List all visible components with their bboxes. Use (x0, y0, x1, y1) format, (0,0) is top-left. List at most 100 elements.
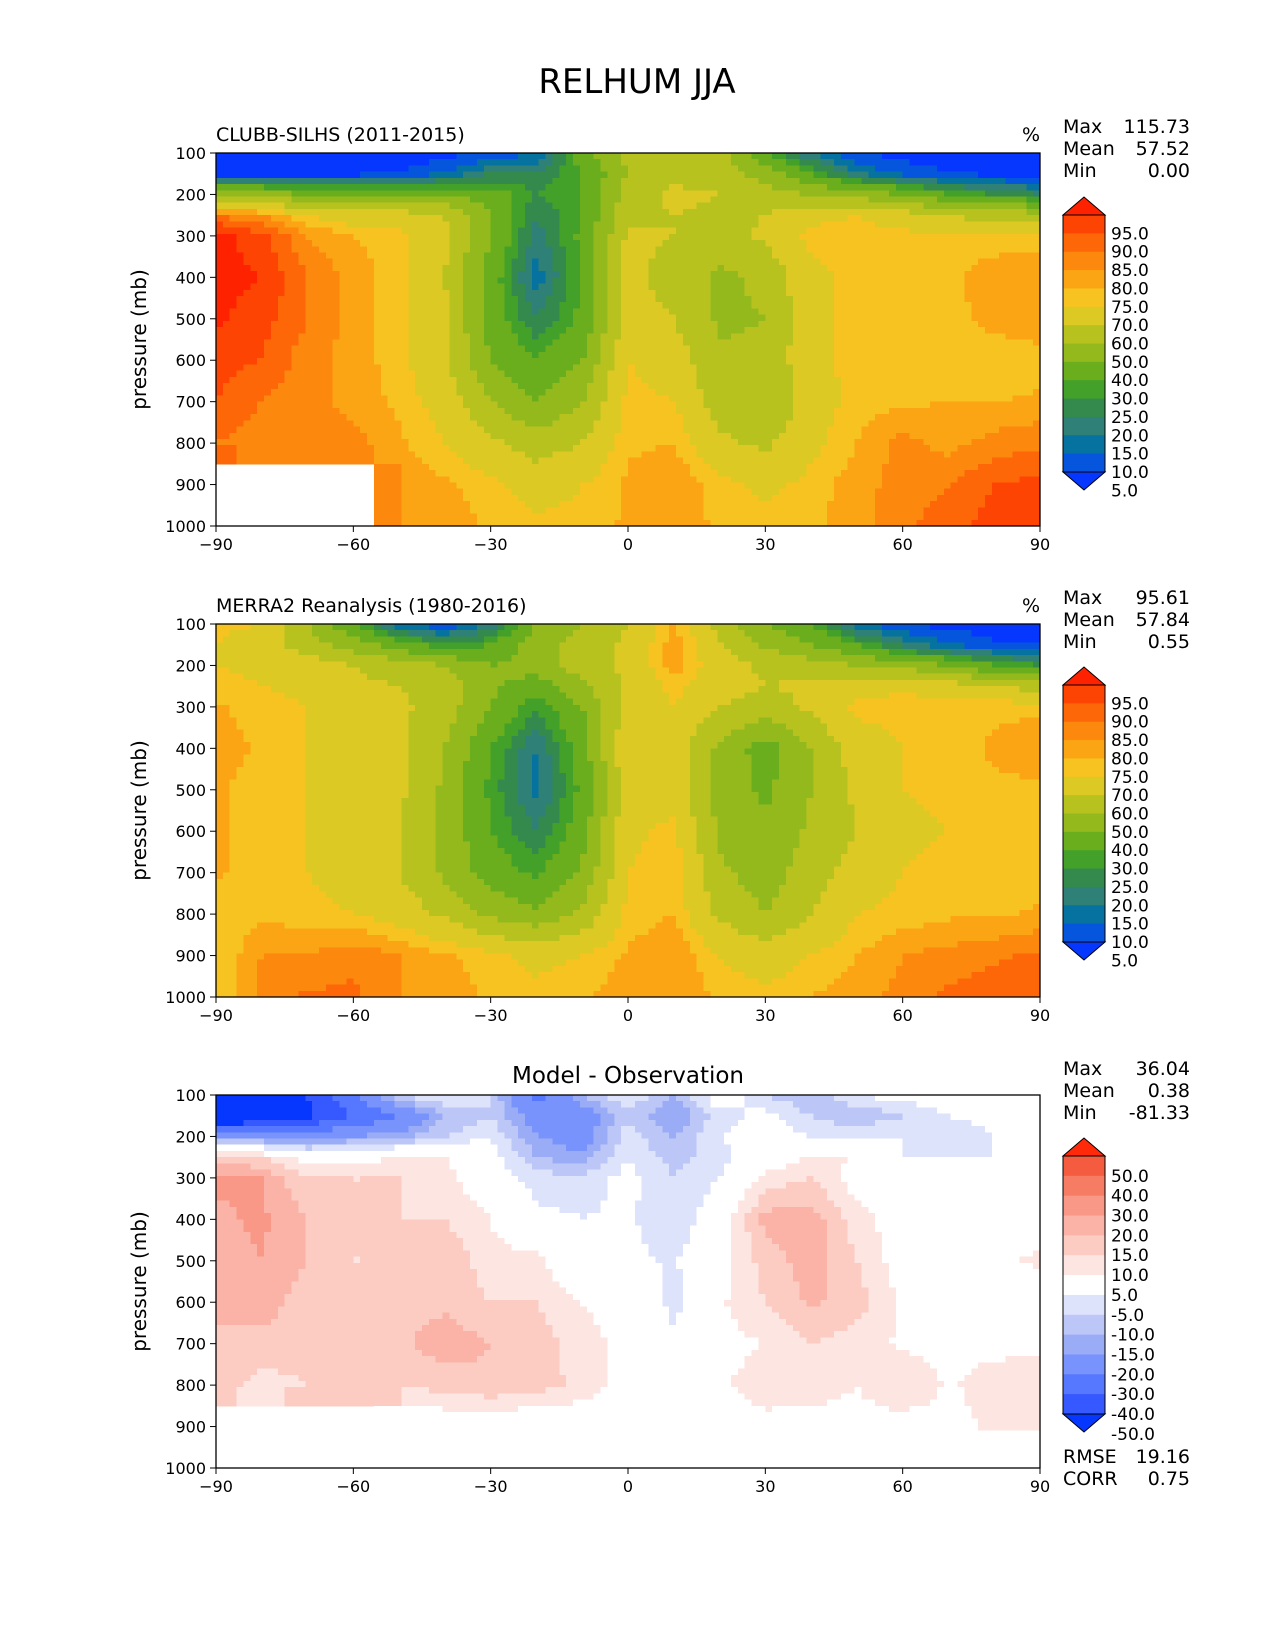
contour-cell (799, 277, 808, 285)
contour-cell (827, 283, 835, 291)
contour-cell (888, 277, 897, 285)
contour-cell (655, 215, 663, 222)
contour-cell (264, 314, 272, 322)
contour-cell (861, 289, 869, 297)
contour-cell (216, 159, 224, 167)
contour-cell (724, 302, 732, 310)
contour-cell (566, 376, 574, 384)
contour-cell (325, 202, 334, 210)
contour-cell (497, 171, 505, 179)
contour-cell (380, 370, 389, 378)
contour-cell (490, 233, 499, 241)
contour-cell (827, 351, 835, 359)
contour-cell (648, 277, 657, 285)
contour-cell (923, 370, 931, 378)
contour-cell (559, 345, 567, 353)
contour-cell (847, 351, 856, 359)
contour-cell (634, 271, 643, 278)
contour-cell (820, 196, 828, 204)
contour-cell (1005, 271, 1014, 278)
contour-cell (744, 215, 753, 222)
contour-cell (930, 258, 938, 266)
contour-cell (820, 376, 828, 384)
contour-cell (1005, 246, 1014, 254)
contour-cell (950, 376, 959, 384)
contour-cell (373, 339, 382, 347)
contour-cell (930, 308, 938, 316)
contour-cell (785, 159, 794, 167)
contour-cell (971, 221, 979, 229)
contour-cell (916, 252, 924, 260)
contour-cell (758, 240, 766, 247)
contour-cell (744, 177, 753, 185)
contour-cell (325, 401, 334, 409)
contour-cell (1019, 302, 1027, 310)
contour-cell (593, 208, 602, 216)
contour-cell (655, 339, 663, 347)
contour-cell (360, 233, 368, 241)
contour-cell (765, 383, 773, 390)
contour-cell (1005, 240, 1014, 247)
contour-cell (854, 240, 863, 247)
contour-cell (1012, 333, 1020, 341)
contour-cell (566, 227, 574, 235)
contour-cell (854, 283, 863, 291)
contour-cell (950, 389, 959, 397)
contour-cell (834, 196, 842, 204)
contour-cell (415, 153, 423, 160)
contour-cell (387, 153, 396, 160)
contour-cell (538, 196, 547, 204)
contour-cell (531, 153, 540, 160)
contour-cell (607, 215, 615, 222)
contour-cell (367, 320, 375, 328)
contour-cell (312, 221, 320, 229)
contour-cell (861, 159, 869, 167)
contour-cell (799, 264, 808, 272)
contour-cell (463, 246, 471, 254)
contour-cell (264, 246, 272, 254)
contour-cell (724, 389, 732, 397)
contour-cell (834, 246, 842, 254)
contour-cell (916, 333, 924, 341)
contour-cell (305, 383, 313, 390)
contour-cell (360, 159, 368, 167)
contour-cell (504, 314, 512, 322)
contour-cell (731, 401, 739, 409)
contour-cell (1033, 327, 1041, 334)
contour-cell (937, 289, 945, 297)
contour-cell (346, 190, 354, 198)
contour-cell (943, 395, 952, 403)
contour-cell (483, 327, 492, 334)
contour-cell (243, 165, 251, 173)
contour-cell (497, 258, 505, 266)
contour-cell (703, 302, 711, 310)
contour-cell (813, 190, 821, 198)
contour-cell (840, 277, 849, 285)
contour-cell (923, 264, 931, 272)
contour-cell (305, 295, 313, 303)
contour-cell (463, 351, 471, 359)
contour-cell (229, 196, 238, 204)
contour-cell (985, 389, 993, 397)
contour-cell (380, 389, 389, 397)
contour-cell (373, 233, 382, 241)
contour-cell (854, 184, 863, 191)
contour-cell (669, 215, 677, 222)
contour-cell (758, 345, 766, 353)
contour-cell (483, 171, 492, 179)
contour-cell (950, 190, 959, 198)
contour-cell (1019, 165, 1027, 173)
contour-cell (346, 308, 354, 316)
contour-cell (435, 314, 444, 322)
contour-cell (222, 407, 231, 415)
contour-cell (593, 240, 602, 247)
contour-cell (579, 345, 588, 353)
contour-cell (772, 184, 780, 191)
contour-cell (566, 333, 574, 341)
contour-cell (353, 215, 361, 222)
contour-cell (1019, 246, 1027, 254)
contour-cell (586, 277, 595, 285)
contour-cell (634, 202, 643, 210)
contour-cell (470, 246, 478, 254)
contour-cell (758, 302, 766, 310)
